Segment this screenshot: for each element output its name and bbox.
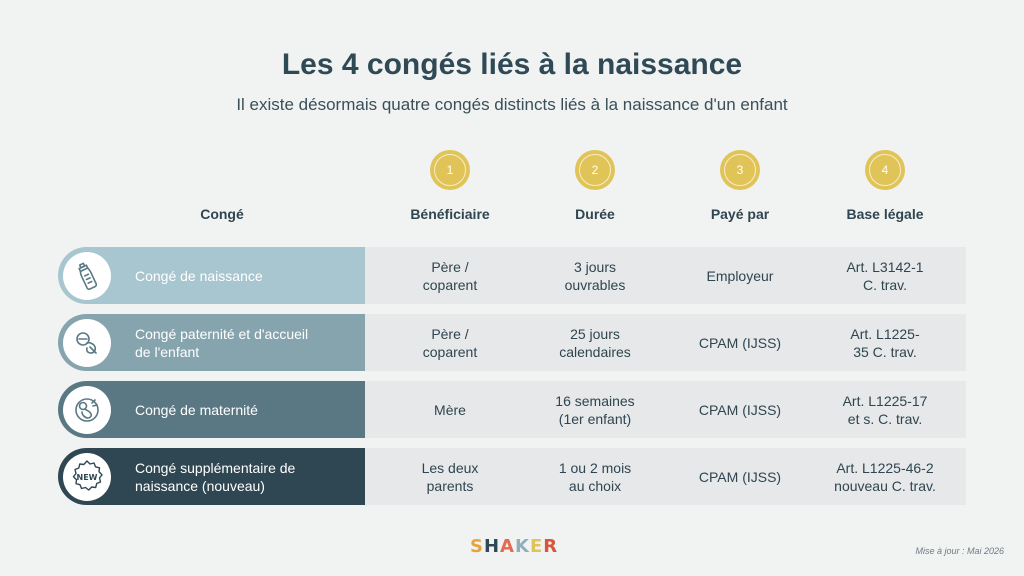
number-badge-4: 4 [865, 150, 905, 190]
cell-paye-par: CPAM (IJSS) [698, 401, 782, 418]
header-beneficiaire: Bénéficiaire [410, 206, 490, 222]
row-cells: Père / coparent 25 jours calendaires CPA… [365, 314, 966, 371]
row-label-pill: Congé de naissance [58, 247, 365, 304]
header-duree: Durée [575, 206, 615, 222]
row-label-pill: Congé paternité et d'accueil de l'enfant [58, 314, 365, 371]
row-label: Congé de naissance [135, 267, 263, 284]
cell-base-legale: Art. L1225- 35 C. trav. [850, 325, 920, 360]
fetus-icon [63, 385, 111, 434]
logo-letter: S [470, 536, 483, 557]
row-cells: Les deux parents 1 ou 2 mois au choix CP… [365, 448, 966, 505]
row-label: Congé supplémentaire de naissance (nouve… [135, 459, 296, 494]
cell-duree: 3 jours ouvrables [564, 258, 626, 293]
number-3: 3 [736, 163, 744, 177]
row-cells: Mère 16 semaines (1er enfant) CPAM (IJSS… [365, 381, 966, 438]
new-badge-icon: NEW [63, 452, 111, 501]
table-row: Congé de maternité Mère 16 semaines (1er… [58, 381, 966, 438]
row-label-pill: NEW Congé supplémentaire de naissance (n… [58, 448, 365, 505]
logo-letter: E [529, 536, 543, 557]
logo-letter: A [500, 536, 514, 557]
cell-duree: 16 semaines (1er enfant) [555, 392, 635, 427]
cell-beneficiaire: Père / coparent [422, 325, 478, 360]
cell-beneficiaire: Père / coparent [422, 258, 478, 293]
svg-text:NEW: NEW [77, 473, 98, 482]
number-2: 2 [591, 163, 599, 177]
number-badge-1: 1 [430, 150, 470, 190]
cell-paye-par: CPAM (IJSS) [698, 468, 782, 485]
update-date: Mise à jour : Mai 2026 [915, 546, 1004, 556]
row-label: Congé paternité et d'accueil de l'enfant [135, 325, 309, 360]
cell-duree: 25 jours calendaires [559, 325, 631, 360]
cell-base-legale: Art. L1225-17 et s. C. trav. [842, 392, 928, 427]
header-conge: Congé [200, 206, 244, 222]
page-title: Les 4 congés liés à la naissance [281, 48, 743, 81]
row-label: Congé de maternité [135, 401, 258, 418]
cell-beneficiaire: Mère [434, 401, 466, 418]
logo-letter: H [483, 536, 500, 557]
cell-duree: 1 ou 2 mois au choix [558, 459, 632, 494]
number-4: 4 [881, 163, 889, 177]
logo-letter: K [514, 536, 529, 557]
number-badge-2: 2 [575, 150, 615, 190]
cell-base-legale: Art. L3142-1 C. trav. [846, 258, 924, 293]
row-label-pill: Congé de maternité [58, 381, 365, 438]
cell-base-legale: Art. L1225-46-2 nouveau C. trav. [834, 459, 936, 494]
cell-paye-par: CPAM (IJSS) [698, 334, 782, 351]
baby-bottle-icon [63, 251, 111, 300]
logo-letter: R [543, 536, 558, 557]
cell-paye-par: Employeur [706, 267, 774, 284]
table-row: Congé paternité et d'accueil de l'enfant… [58, 314, 966, 371]
pacifier-icon [63, 318, 111, 367]
number-badge-3: 3 [720, 150, 760, 190]
number-1: 1 [446, 163, 454, 177]
row-cells: Père / coparent 3 jours ouvrables Employ… [365, 247, 966, 304]
page-subtitle: Il existe désormais quatre congés distin… [236, 95, 788, 114]
header-paye-par: Payé par [710, 206, 770, 222]
shaker-logo: S H A K E R [470, 537, 557, 557]
cell-beneficiaire: Les deux parents [421, 459, 479, 494]
table-row: Congé de naissance Père / coparent 3 jou… [58, 247, 966, 304]
table-row: NEW Congé supplémentaire de naissance (n… [58, 448, 966, 505]
header-base-legale: Base légale [846, 206, 924, 222]
